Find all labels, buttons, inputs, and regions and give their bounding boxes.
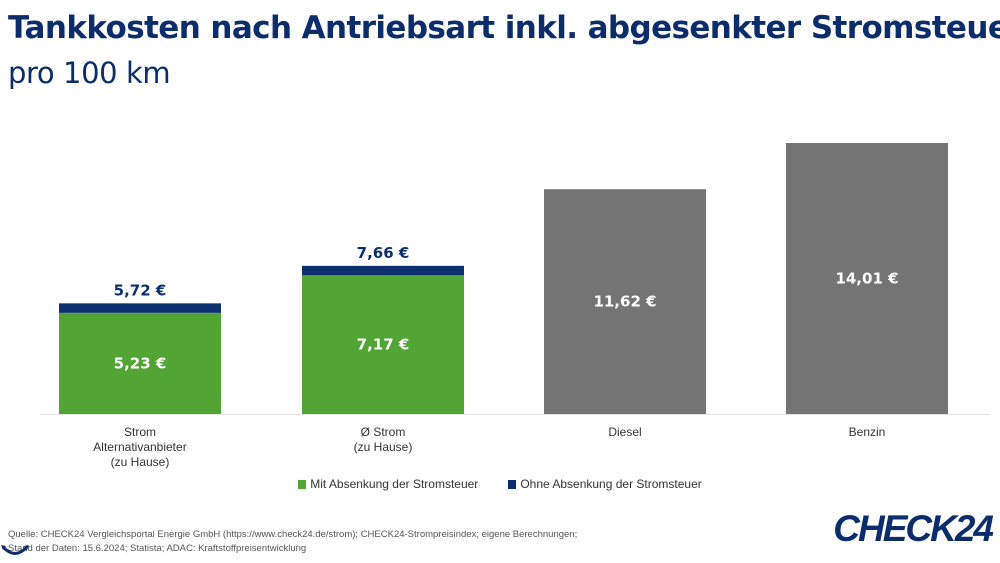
legend-swatch-green — [298, 479, 307, 489]
category-label: Strom — [124, 425, 156, 439]
bar-stromsteuer — [302, 265, 464, 276]
legend-item-mit: Mit Absenkung der Stromsteuer — [298, 477, 478, 491]
bar-base — [59, 312, 221, 414]
legend-label: Mit Absenkung der Stromsteuer — [310, 477, 479, 491]
value-label: 14,01 € — [835, 270, 898, 288]
category-label: Ø Strom — [361, 425, 406, 439]
bar-base — [302, 275, 464, 414]
category-label: Diesel — [608, 425, 641, 439]
bar-base — [786, 143, 948, 414]
legend: Mit Absenkung der Stromsteuer Ohne Absen… — [0, 477, 1000, 491]
total-label: 5,72 € — [114, 281, 167, 299]
bar-base — [544, 189, 706, 414]
category-label: Benzin — [849, 425, 886, 439]
value-label: 5,23 € — [114, 354, 167, 372]
legend-item-ohne: Ohne Absenkung der Stromsteuer — [508, 477, 702, 491]
legend-label: Ohne Absenkung der Stromsteuer — [520, 477, 702, 491]
check24-logo: CHECK24 — [833, 508, 994, 549]
chart-subtitle: pro 100 km — [8, 56, 171, 90]
logo-smile-icon — [1, 545, 29, 555]
bar-stromsteuer — [59, 303, 221, 313]
value-label: 7,17 € — [357, 336, 410, 354]
chart-title: Tankkosten nach Antriebsart inkl. abgese… — [8, 10, 1000, 46]
category-label: (zu Hause) — [354, 440, 413, 454]
source-line-2: Stand der Daten: 15.6.2024; Statista; AD… — [8, 543, 307, 554]
source-line-1: Quelle: CHECK24 Vergleichsportal Energie… — [8, 529, 578, 540]
total-label: 7,66 € — [357, 244, 410, 262]
value-label: 11,62 € — [593, 293, 656, 311]
category-label: (zu Hause) — [111, 455, 170, 469]
category-label: Alternativanbieter — [93, 440, 186, 454]
source-note: Quelle: CHECK24 Vergleichsportal Energie… — [8, 528, 577, 556]
legend-swatch-navy — [508, 479, 517, 489]
